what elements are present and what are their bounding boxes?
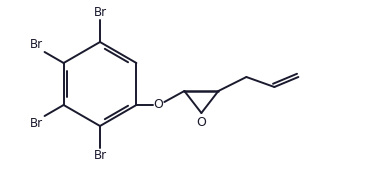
Text: O: O <box>196 116 206 129</box>
Text: O: O <box>154 99 163 112</box>
Text: Br: Br <box>93 149 107 162</box>
Text: Br: Br <box>30 38 42 51</box>
Text: Br: Br <box>30 117 42 130</box>
Text: Br: Br <box>93 6 107 19</box>
